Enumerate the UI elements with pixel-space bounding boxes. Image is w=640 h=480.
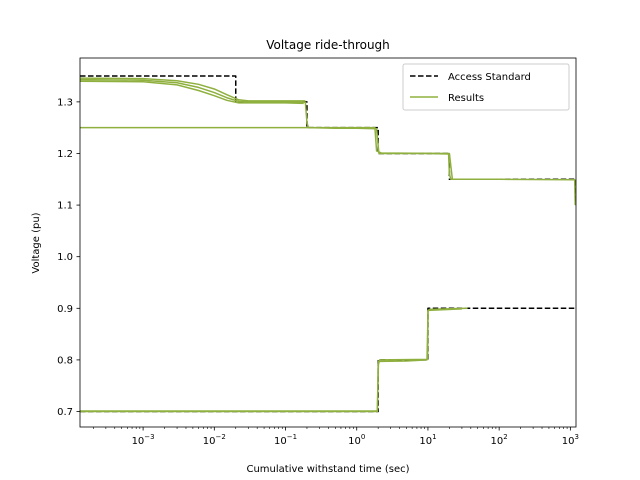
legend-label-results: Results — [448, 93, 484, 104]
y-tick-label: 0.7 — [57, 407, 73, 418]
legend: Access Standard Results — [402, 63, 570, 111]
series-line-results-1 — [80, 80, 304, 105]
series-lines — [80, 75, 576, 413]
axes-frame — [79, 57, 577, 428]
y-tick-label: 1.1 — [57, 201, 73, 212]
series-line-results-2 — [80, 77, 306, 102]
y-tick-label: 0.9 — [57, 304, 73, 315]
y-tick-label: 1.3 — [57, 97, 73, 108]
series-line-results-5 — [80, 308, 462, 412]
legend-label-access-standard: Access Standard — [448, 72, 531, 83]
x-axis-label: Cumulative withstand time (sec) — [246, 464, 409, 475]
y-tick-label: 1.0 — [57, 252, 73, 263]
legend-box — [402, 63, 570, 111]
plot-area — [80, 75, 576, 413]
y-tick-label: 0.8 — [57, 355, 73, 366]
series-line-results-3 — [80, 126, 454, 179]
axes: 10−3 10−2 10−1 100 101 102 1030.70.80.91.01.11… — [57, 57, 579, 447]
y-tick-label: 1.2 — [57, 149, 73, 160]
chart-title: Voltage ride-through — [266, 38, 390, 52]
y-axis-label: Voltage (pu) — [31, 212, 42, 273]
